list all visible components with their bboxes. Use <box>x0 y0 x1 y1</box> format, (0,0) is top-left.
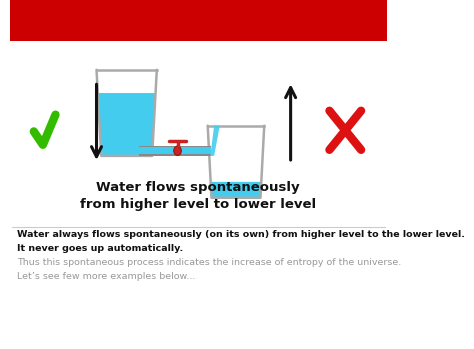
Text: It never goes up automatically.: It never goes up automatically. <box>17 244 183 253</box>
Text: Water flows spontaneously
from higher level to lower level: Water flows spontaneously from higher le… <box>80 181 316 211</box>
Text: Water always flows spontaneously (on its own) from higher level to the lower lev: Water always flows spontaneously (on its… <box>17 230 465 239</box>
Bar <box>139 147 211 155</box>
Text: Thus this spontaneous process indicates the increase of entropy of the universe.: Thus this spontaneous process indicates … <box>17 258 401 267</box>
Text: Second Law of Thermodynamics Example: Second Law of Thermodynamics Example <box>5 12 392 29</box>
Circle shape <box>174 146 182 155</box>
Polygon shape <box>210 126 220 156</box>
Polygon shape <box>98 93 155 156</box>
FancyBboxPatch shape <box>10 0 387 41</box>
Text: Let’s see few more examples below...: Let’s see few more examples below... <box>17 272 195 281</box>
Polygon shape <box>210 182 261 198</box>
Bar <box>139 146 211 156</box>
